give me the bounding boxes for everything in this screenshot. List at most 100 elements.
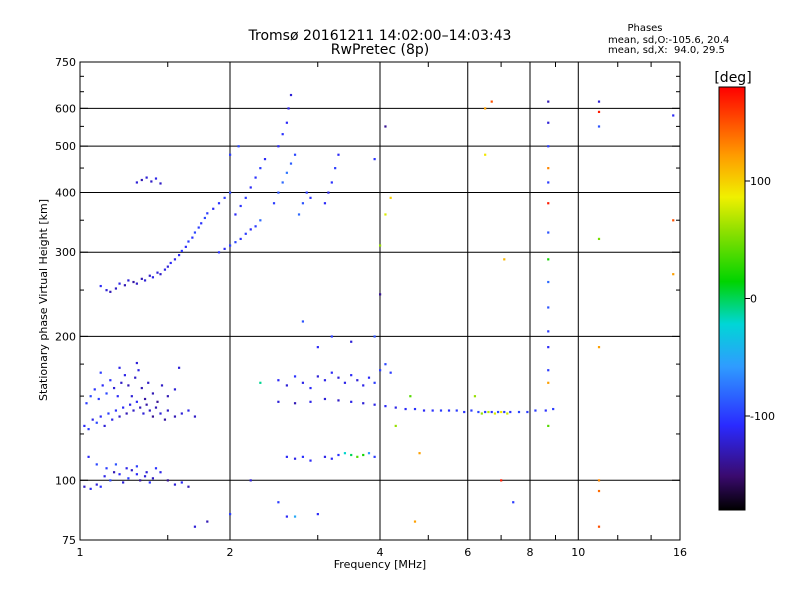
data-point	[289, 93, 293, 97]
data-point	[334, 167, 337, 170]
data-point	[285, 121, 288, 124]
data-point	[101, 384, 104, 387]
data-point	[180, 481, 183, 484]
data-point	[373, 158, 376, 161]
data-point	[148, 274, 151, 277]
data-point	[229, 191, 232, 194]
axis-ticks	[80, 61, 680, 541]
data-point	[109, 379, 112, 382]
data-point	[103, 475, 106, 478]
data-point	[672, 273, 675, 276]
data-point	[293, 402, 297, 405]
data-point	[309, 400, 312, 403]
chart-title: Tromsø 20161211 14:02:00–14:03:43	[248, 28, 512, 44]
data-point	[277, 400, 280, 403]
data-point	[496, 410, 500, 414]
data-point	[547, 167, 550, 170]
data-point	[217, 202, 221, 205]
data-point	[490, 100, 493, 103]
colorbar-label: [deg]	[714, 70, 751, 86]
data-point	[309, 196, 312, 199]
data-point	[239, 204, 242, 208]
data-point	[234, 241, 237, 244]
data-point	[140, 277, 143, 280]
data-point	[127, 279, 130, 282]
data-point	[154, 177, 158, 180]
data-point	[534, 409, 537, 412]
data-point	[547, 369, 550, 372]
data-point	[166, 265, 169, 268]
data-point	[343, 452, 347, 455]
data-point	[343, 381, 347, 384]
x-tick-label: 10	[571, 546, 585, 559]
data-point	[135, 400, 138, 403]
data-point	[272, 202, 276, 205]
data-point	[187, 485, 190, 488]
data-point	[159, 412, 162, 415]
data-point	[470, 409, 473, 412]
y-tick-label: 500	[55, 140, 76, 153]
data-point	[547, 100, 550, 103]
data-point	[114, 463, 118, 466]
data-point	[145, 403, 148, 406]
data-point	[350, 400, 353, 403]
data-point	[134, 376, 137, 379]
data-point	[163, 418, 167, 421]
data-point	[109, 290, 112, 293]
data-point	[148, 409, 151, 412]
data-point	[672, 114, 675, 117]
data-point	[330, 371, 333, 374]
data-point	[217, 251, 221, 254]
data-point	[206, 212, 209, 215]
scatter-points	[83, 93, 675, 528]
data-point	[143, 397, 147, 401]
data-point	[484, 153, 487, 156]
data-point	[229, 244, 232, 247]
data-point	[118, 415, 121, 418]
data-point	[389, 196, 392, 199]
data-point	[160, 384, 164, 387]
data-point	[83, 424, 86, 428]
data-point	[109, 479, 112, 482]
data-point	[125, 467, 128, 470]
data-point	[173, 415, 177, 418]
data-point	[135, 282, 138, 285]
data-point	[112, 471, 116, 474]
data-point	[129, 403, 132, 406]
chart-subtitle: RwPretec (8p)	[331, 42, 429, 58]
data-point	[285, 171, 288, 174]
data-point	[87, 455, 90, 458]
data-point	[473, 395, 477, 398]
x-axis-label: Frequency [MHz]	[334, 558, 426, 571]
data-point	[223, 247, 226, 250]
data-point	[316, 513, 319, 516]
data-point	[234, 213, 237, 216]
data-point	[337, 453, 340, 457]
data-point	[151, 477, 155, 480]
data-point	[123, 284, 126, 287]
data-point	[547, 280, 550, 284]
data-point	[547, 330, 550, 333]
data-point	[120, 381, 123, 384]
data-point	[309, 459, 312, 462]
data-point	[259, 219, 262, 222]
data-point	[547, 231, 550, 234]
data-point	[552, 407, 555, 411]
data-point	[85, 402, 88, 405]
data-point	[132, 280, 135, 284]
data-point	[249, 186, 252, 189]
data-point	[384, 213, 387, 216]
data-point	[672, 219, 675, 222]
data-point	[287, 107, 290, 110]
data-point	[277, 145, 280, 148]
data-point	[130, 395, 133, 398]
data-point	[107, 412, 110, 415]
data-point	[83, 485, 86, 488]
data-point	[137, 369, 140, 372]
data-point	[413, 520, 417, 523]
data-point	[517, 410, 521, 414]
data-point	[480, 412, 483, 415]
data-point	[173, 483, 177, 486]
data-point	[116, 395, 119, 398]
data-point	[99, 284, 102, 288]
